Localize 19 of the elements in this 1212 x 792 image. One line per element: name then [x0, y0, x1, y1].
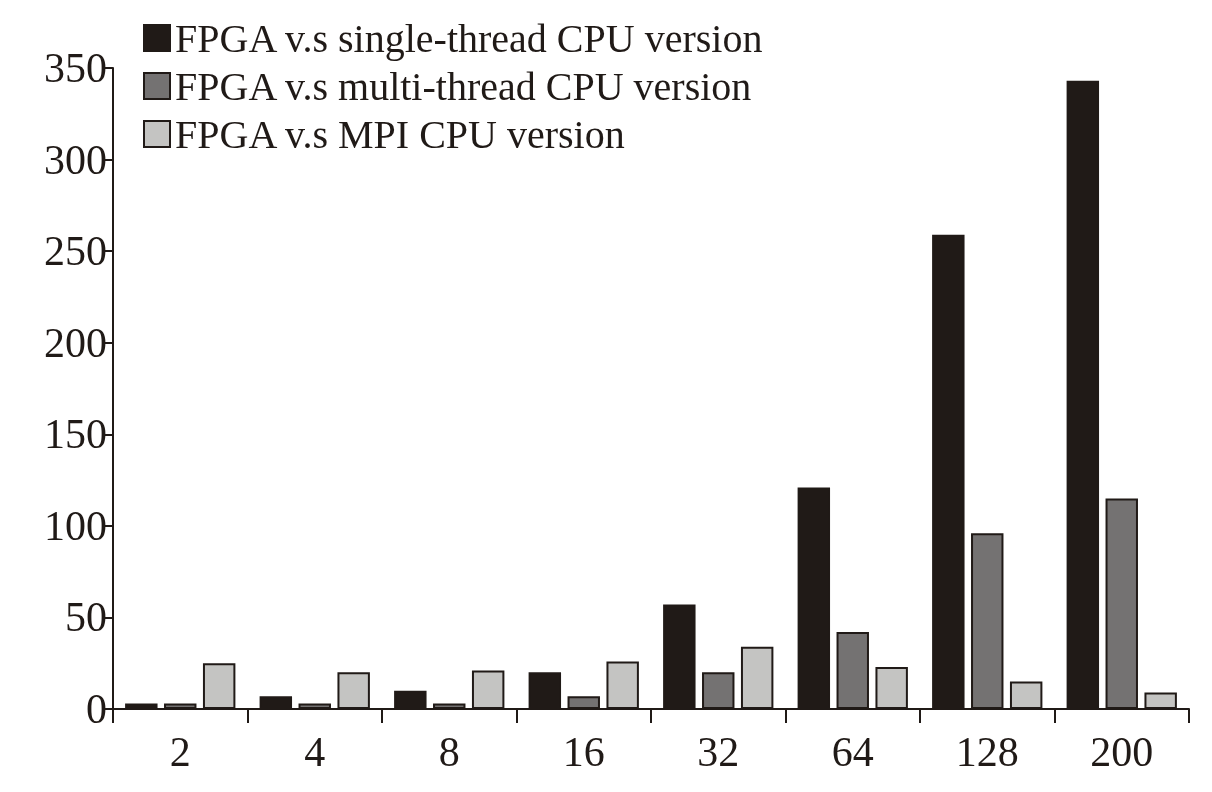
legend-label: FPGA v.s single-thread CPU version [175, 15, 763, 61]
legend-label: FPGA v.s MPI CPU version [175, 111, 625, 157]
legend-label: FPGA v.s multi-thread CPU version [175, 63, 752, 109]
y-tick-label: 50 [65, 594, 107, 641]
y-tick-label: 350 [44, 45, 107, 91]
y-tick-label: 300 [44, 136, 107, 183]
x-tick-label: 2 [169, 729, 191, 775]
x-tick-label: 16 [562, 729, 605, 775]
y-tick-label: 0 [86, 686, 107, 732]
y-tick-label: 250 [44, 228, 107, 275]
x-tick-label: 200 [1090, 729, 1154, 775]
y-tick-label: 100 [44, 502, 107, 549]
x-tick-label: 128 [955, 729, 1019, 775]
x-tick-label: 32 [697, 729, 740, 775]
x-tick-label: 4 [304, 729, 326, 775]
x-tick-label: 8 [438, 729, 460, 775]
y-tick-label: 200 [44, 319, 107, 366]
x-tick-label: 64 [831, 729, 874, 775]
y-tick-label: 150 [44, 411, 107, 458]
